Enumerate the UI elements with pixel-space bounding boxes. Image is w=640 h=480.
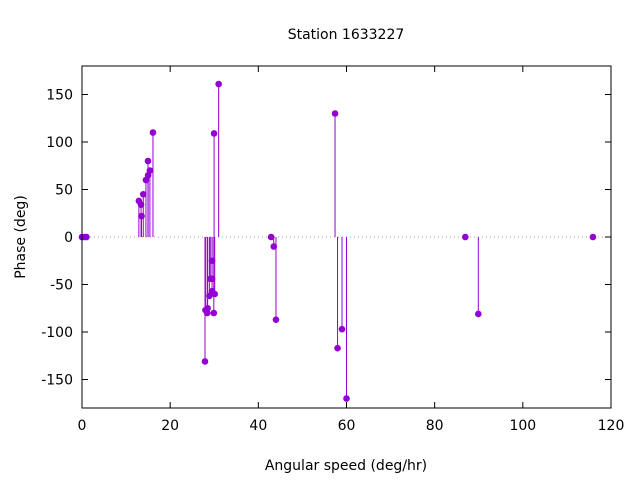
data-point bbox=[338, 325, 346, 333]
data-point bbox=[139, 190, 147, 198]
x-tick-label: 60 bbox=[338, 418, 356, 434]
data-point bbox=[138, 212, 145, 220]
x-tick-label: 20 bbox=[161, 418, 179, 434]
chart-title: Station 1633227 bbox=[288, 27, 405, 43]
y-axis-label: Phase (deg) bbox=[13, 195, 29, 279]
y-tick-label: 150 bbox=[46, 88, 73, 104]
data-point bbox=[211, 290, 218, 298]
y-tick-label: 50 bbox=[55, 183, 73, 199]
data-point bbox=[144, 157, 152, 165]
data-point bbox=[83, 233, 90, 241]
y-tick-label: 0 bbox=[64, 230, 73, 246]
x-tick-label: 120 bbox=[598, 418, 625, 434]
data-point bbox=[149, 129, 157, 136]
plot-border bbox=[81, 65, 612, 409]
data-point bbox=[343, 395, 350, 402]
data-point bbox=[204, 304, 211, 312]
x-tick-label: 80 bbox=[426, 418, 444, 434]
data-point bbox=[589, 233, 597, 241]
data-point bbox=[146, 167, 154, 174]
data-point bbox=[272, 316, 280, 323]
x-axis-label: Angular speed (deg/hr) bbox=[265, 458, 427, 474]
x-tick-label: 40 bbox=[249, 418, 267, 434]
data-point bbox=[215, 80, 222, 88]
data-point bbox=[203, 309, 211, 317]
data-point bbox=[331, 110, 339, 117]
y-tick-label: -150 bbox=[41, 373, 73, 389]
x-tick-label: 0 bbox=[78, 418, 87, 434]
data-point bbox=[210, 309, 218, 317]
y-tick-label: 100 bbox=[46, 135, 73, 151]
data-point bbox=[462, 233, 469, 241]
x-tick-label: 100 bbox=[509, 418, 536, 434]
data-point bbox=[475, 310, 482, 318]
data-point bbox=[210, 130, 218, 137]
data-point bbox=[201, 358, 209, 365]
data-point bbox=[137, 201, 145, 208]
plot-area: 0 20 40 60 80 100 120 -150 -100 -50 0 50 100 150 bbox=[41, 65, 625, 434]
data-point bbox=[334, 344, 341, 352]
data-point bbox=[270, 243, 278, 250]
data-point bbox=[267, 233, 275, 241]
y-tick-label: -50 bbox=[50, 278, 73, 294]
y-tick-label: -100 bbox=[41, 325, 73, 341]
